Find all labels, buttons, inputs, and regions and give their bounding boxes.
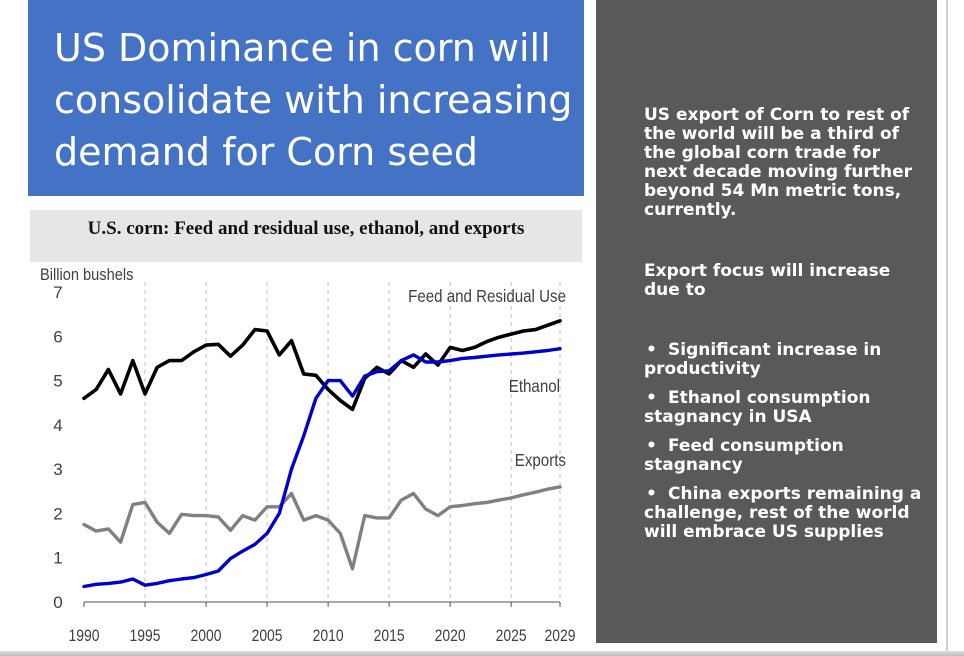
bullet-text: Feed consumption stagnancy	[644, 436, 844, 475]
panel-paragraph-2: Export focus will increase due to	[644, 261, 891, 300]
bullet-list: • Significant increase in productivity • E…	[644, 341, 923, 542]
slide-title-line-2: consolidate with increasing	[54, 78, 573, 122]
series-label-ethanol: Ethanol	[509, 376, 560, 397]
panel-paragraph-1: US export of Corn to rest of the world w…	[644, 105, 913, 220]
bottom-strip	[0, 651, 964, 656]
y-tick-label: 7	[53, 283, 62, 302]
plot-background	[30, 262, 582, 642]
bullet-item: • Ethanol consumption stagnancy in USA	[644, 389, 923, 427]
x-tick-label: 2000	[191, 627, 222, 642]
bullet-icon: •	[646, 484, 657, 504]
x-tick-label: 2029	[545, 627, 576, 642]
y-axis-label: Billion bushels	[40, 266, 133, 284]
series-line-ethanol	[82, 346, 562, 589]
series-label-exports: Exports	[515, 450, 566, 471]
bullet-text: Significant increase in productivity	[644, 340, 882, 379]
corn-use-chart: 1990 1995 2000 2005 2010 2015 2020 2025 2029 0 1 2 3…	[30, 262, 582, 642]
bullet-text: Ethanol consumption stagnancy in USA	[644, 388, 871, 427]
x-tick-label: 1990	[69, 627, 100, 642]
y-tick-label: 4	[53, 416, 62, 435]
x-tick-label: 2015	[374, 627, 405, 642]
chart-title: U.S. corn: Feed and residual use, ethano…	[87, 218, 525, 239]
y-tick-label: 0	[53, 593, 62, 612]
x-tick-label: 2005	[252, 627, 283, 642]
text-panel: US export of Corn to rest of the world w…	[596, 0, 937, 643]
chart-frame: 1990 1995 2000 2005 2010 2015 2020 2025 2029 0 1 2 3…	[30, 210, 582, 642]
x-tick-label: 1995	[130, 627, 161, 642]
series-label-feed: Feed and Residual Use	[408, 286, 566, 307]
x-tick-label: 2025	[496, 627, 527, 642]
bullet-icon: •	[646, 436, 657, 456]
y-tick-label: 1	[53, 549, 62, 568]
y-tick-label: 5	[53, 372, 62, 391]
y-tick-label: 6	[53, 327, 62, 346]
bullet-icon: •	[646, 340, 657, 360]
bullet-item: • China exports remaining a challenge, re…	[644, 485, 923, 542]
slide-edge	[946, 0, 948, 651]
y-tick-label: 3	[53, 460, 62, 479]
x-tick-label: 2020	[435, 627, 466, 642]
x-tick-label: 2010	[313, 627, 344, 642]
series-line-exports	[82, 485, 562, 571]
series-line-feed	[82, 319, 562, 412]
bullet-item: • Feed consumption stagnancy	[644, 437, 923, 475]
slide-title-line-3: demand for Corn seed	[54, 130, 478, 174]
bullet-text: China exports remaining a challenge, res…	[644, 484, 922, 542]
title-box: US Dominance in corn will consolidate wi…	[28, 0, 584, 196]
y-tick-label: 2	[53, 504, 62, 523]
bullet-icon: •	[646, 388, 657, 408]
bullet-item: • Significant increase in productivity	[644, 341, 923, 379]
slide-title-line-1: US Dominance in corn will	[54, 26, 551, 70]
